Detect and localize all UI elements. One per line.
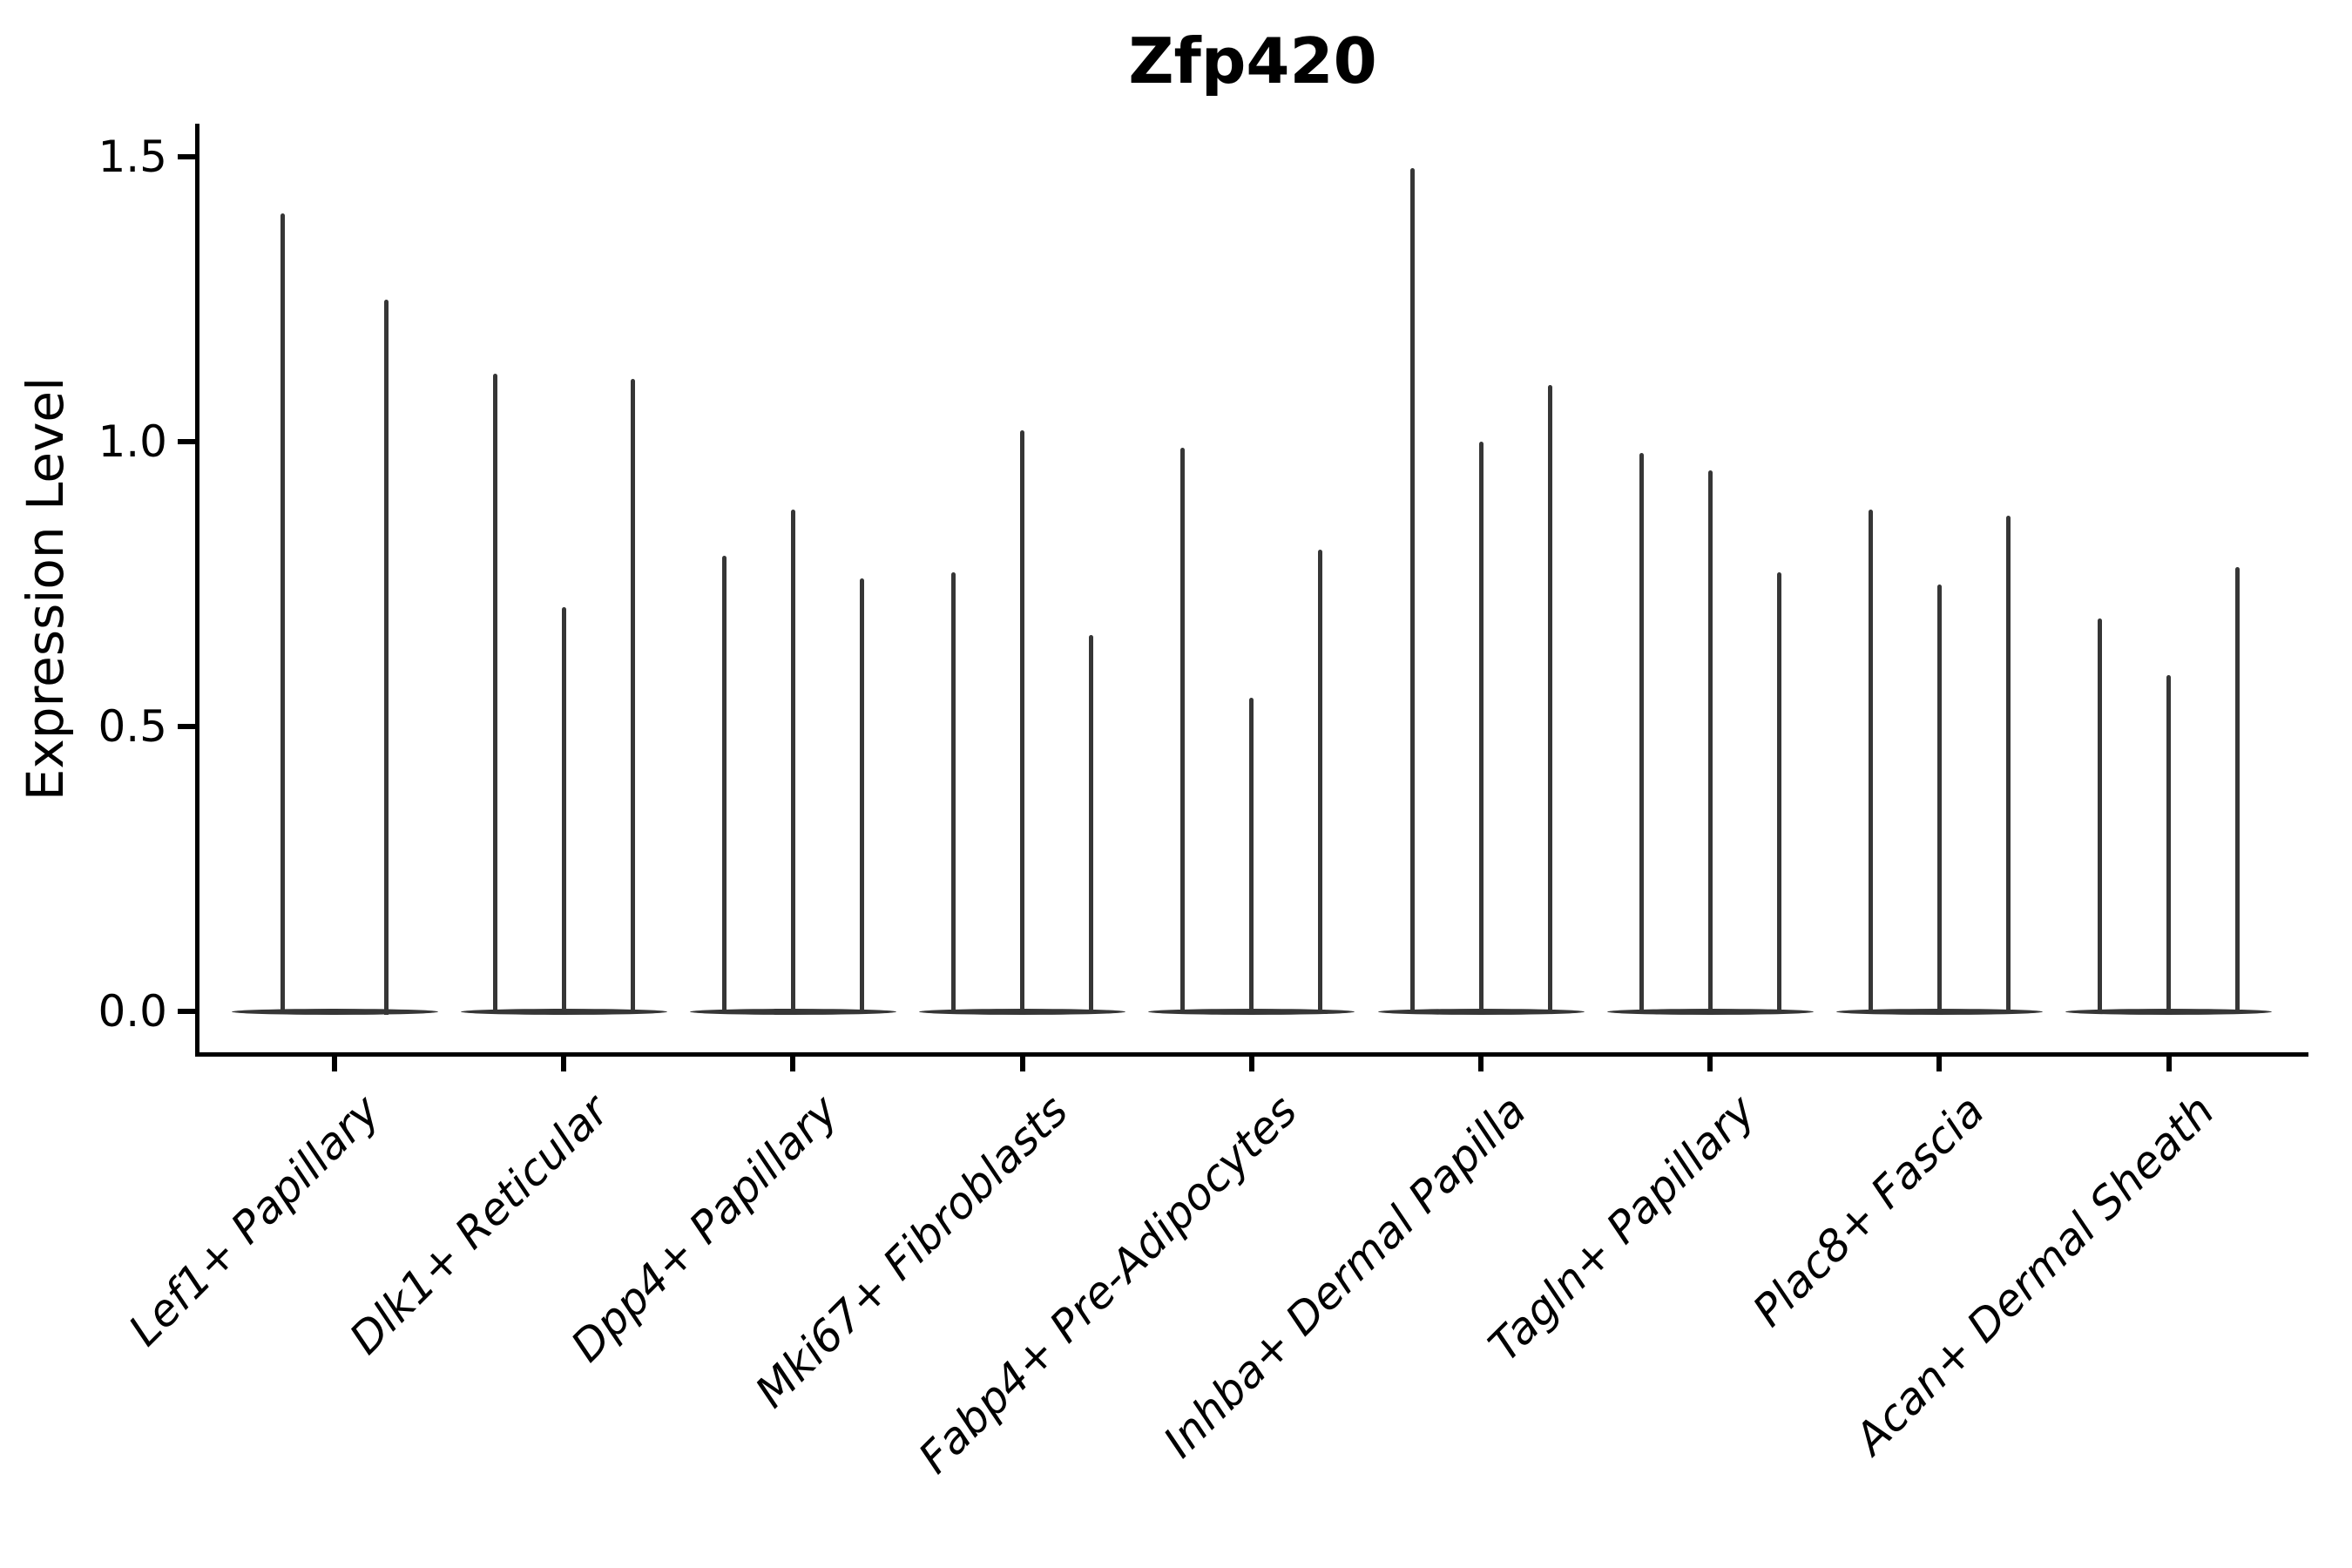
y-tick-label: 0.0 (98, 986, 167, 1037)
violin-spike (1777, 572, 1781, 1014)
violin-spike (1937, 585, 1942, 1015)
x-tick (1478, 1057, 1484, 1071)
violin-spike (280, 213, 285, 1014)
y-tick (178, 1009, 195, 1014)
y-tick (178, 154, 195, 159)
y-tick-label: 1.0 (98, 416, 167, 467)
x-tick (2166, 1057, 2172, 1071)
violin-spike (631, 379, 635, 1014)
x-tick (561, 1057, 566, 1071)
chart-title: Zfp420 (1128, 24, 1377, 98)
x-tick (1936, 1057, 1942, 1071)
x-tick (1249, 1057, 1254, 1071)
violin-spike (1479, 442, 1484, 1014)
x-tick (1707, 1057, 1713, 1071)
y-tick (178, 724, 195, 729)
violin-spike (562, 607, 566, 1014)
x-tick-label: Inhba+ Dermal Papilla (1153, 1085, 1537, 1468)
violin-spike (1180, 448, 1185, 1014)
y-axis-spine (195, 124, 199, 1057)
violin-spike (722, 556, 727, 1014)
x-tick (1020, 1057, 1025, 1071)
violin-spike (1639, 453, 1644, 1014)
violin-spike (493, 374, 497, 1014)
y-tick-label: 1.5 (98, 132, 167, 182)
violin-spike (2006, 516, 2011, 1014)
y-tick-label: 0.5 (98, 701, 167, 752)
x-tick-label: Fabp4+ Pre-Adipocytes (909, 1085, 1308, 1484)
x-tick (790, 1057, 795, 1071)
violin-spike (791, 510, 795, 1014)
violin-spike (1708, 470, 1713, 1014)
x-tick-label: Lef1+ Papillary (118, 1085, 390, 1356)
violin-spike (1020, 430, 1024, 1014)
x-axis-spine (195, 1052, 2308, 1057)
y-tick (178, 439, 195, 444)
violin-spike (951, 572, 956, 1014)
violin-spike (1249, 698, 1254, 1014)
violin-spike (860, 578, 864, 1014)
violin-spike (2098, 618, 2102, 1014)
violin-spike (1410, 168, 1415, 1014)
violin-base (232, 1009, 438, 1015)
violin-spike (2235, 567, 2240, 1014)
violin-spike (1869, 510, 1873, 1014)
x-tick-label: Plac8+ Fascia (1743, 1085, 1995, 1336)
violin-spike (384, 300, 389, 1015)
y-axis-label: Expression Level (16, 376, 75, 801)
violin-spike (1548, 385, 1552, 1014)
violin-spike (1318, 550, 1322, 1014)
violin-spike (1089, 635, 1093, 1014)
x-tick (332, 1057, 337, 1071)
violin-spike (2166, 675, 2171, 1014)
